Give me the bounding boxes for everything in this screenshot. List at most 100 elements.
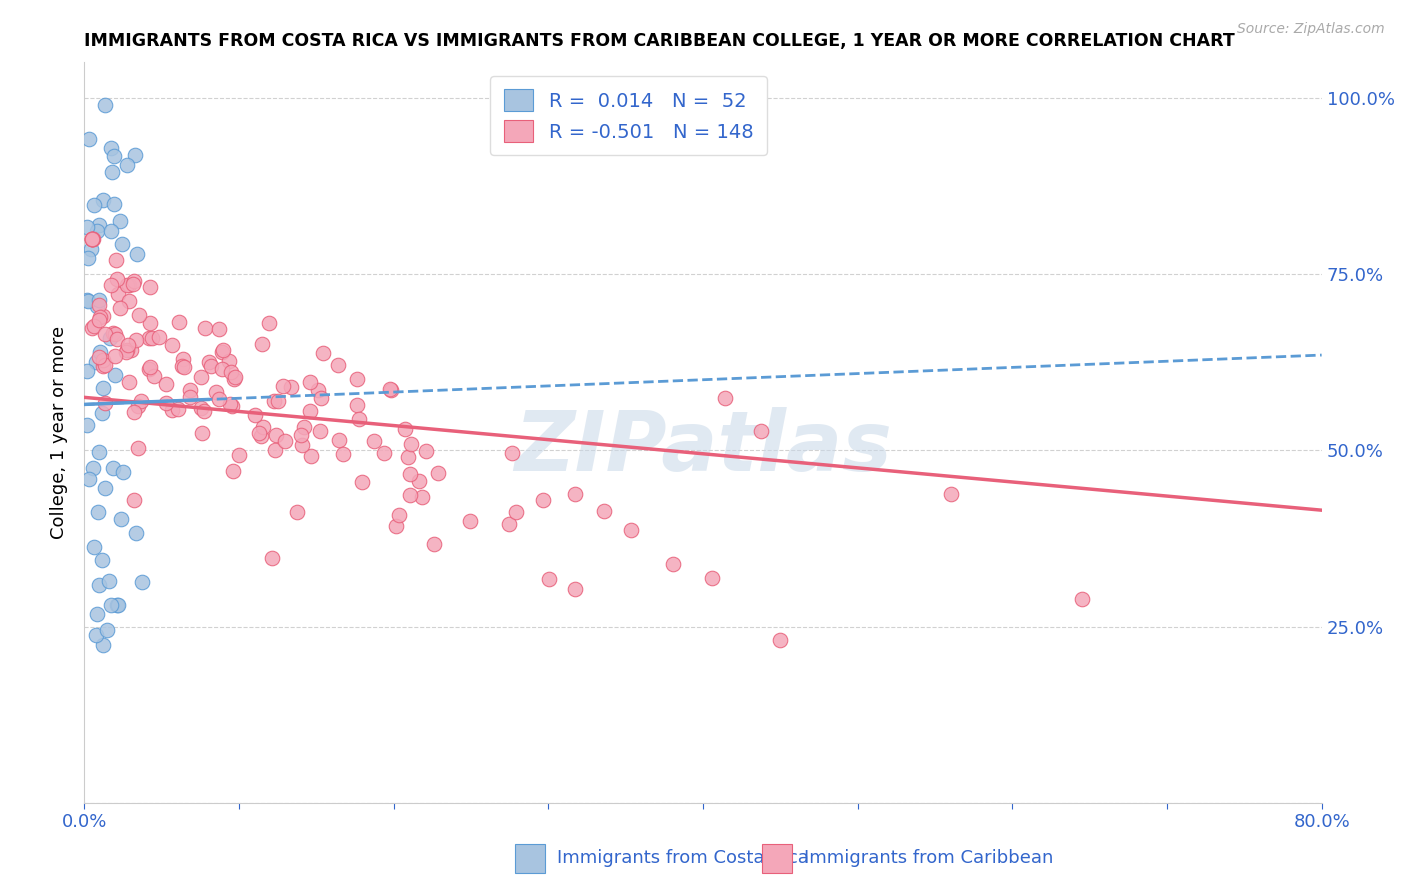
Point bbox=[82, 232, 104, 246]
Point bbox=[141, 331, 163, 345]
Point bbox=[713, 391, 735, 405]
Point bbox=[107, 287, 129, 301]
Point bbox=[98, 331, 121, 345]
Point bbox=[531, 493, 554, 508]
Point bbox=[83, 318, 105, 333]
Point bbox=[125, 334, 148, 348]
Point bbox=[117, 376, 139, 390]
Point bbox=[107, 332, 129, 346]
Point bbox=[127, 441, 149, 455]
Point bbox=[167, 315, 190, 329]
Point bbox=[179, 383, 201, 397]
Point bbox=[115, 343, 138, 357]
Point bbox=[117, 338, 139, 352]
Point bbox=[89, 350, 111, 364]
Point bbox=[179, 390, 201, 404]
Point bbox=[769, 633, 792, 648]
Point bbox=[97, 574, 120, 589]
Point bbox=[308, 425, 330, 439]
Point bbox=[142, 368, 165, 383]
Point bbox=[107, 598, 129, 612]
Point bbox=[100, 277, 122, 292]
Point bbox=[263, 393, 285, 408]
Point bbox=[326, 358, 349, 372]
Point bbox=[243, 409, 266, 423]
Point bbox=[124, 148, 146, 162]
Point bbox=[267, 394, 290, 409]
Point bbox=[86, 607, 108, 621]
Point bbox=[100, 224, 122, 238]
Point bbox=[394, 422, 416, 436]
Point bbox=[399, 467, 422, 481]
Point bbox=[91, 353, 114, 368]
Point bbox=[122, 274, 145, 288]
Point bbox=[1070, 592, 1092, 607]
Point bbox=[498, 516, 520, 531]
Point bbox=[252, 420, 274, 434]
Point bbox=[103, 197, 125, 211]
Point bbox=[250, 337, 273, 351]
Point bbox=[307, 383, 329, 397]
Point bbox=[299, 449, 322, 463]
Point bbox=[100, 598, 122, 612]
Point bbox=[166, 401, 188, 416]
Point bbox=[103, 326, 125, 340]
Point bbox=[208, 322, 231, 336]
Point bbox=[751, 425, 773, 439]
Text: Source: ZipAtlas.com: Source: ZipAtlas.com bbox=[1237, 22, 1385, 37]
Point bbox=[190, 370, 212, 384]
Point bbox=[222, 464, 245, 478]
Point bbox=[131, 575, 153, 590]
Point bbox=[218, 354, 240, 368]
Point bbox=[86, 355, 108, 369]
Point bbox=[363, 434, 385, 449]
FancyBboxPatch shape bbox=[515, 844, 544, 873]
Point bbox=[96, 623, 118, 637]
Point bbox=[105, 272, 128, 286]
Point bbox=[87, 578, 110, 592]
Point bbox=[378, 383, 401, 397]
Point bbox=[94, 98, 117, 112]
Point bbox=[564, 582, 586, 597]
Text: IMMIGRANTS FROM COSTA RICA VS IMMIGRANTS FROM CARIBBEAN COLLEGE, 1 YEAR OR MORE : IMMIGRANTS FROM COSTA RICA VS IMMIGRANTS… bbox=[84, 32, 1234, 50]
Point bbox=[380, 384, 402, 398]
Point bbox=[250, 429, 273, 443]
Point bbox=[292, 420, 315, 434]
Point bbox=[76, 293, 98, 307]
Point bbox=[77, 132, 100, 146]
Point bbox=[117, 278, 139, 293]
Point bbox=[373, 445, 395, 459]
Point bbox=[285, 505, 308, 519]
Point bbox=[190, 401, 212, 415]
Point bbox=[427, 467, 450, 481]
Point bbox=[274, 434, 297, 448]
Point bbox=[332, 447, 354, 461]
Point bbox=[80, 242, 103, 256]
Point bbox=[148, 329, 170, 343]
Point bbox=[120, 343, 142, 358]
Point bbox=[94, 396, 117, 410]
Point bbox=[173, 360, 195, 375]
Point bbox=[280, 379, 302, 393]
Point bbox=[86, 299, 108, 313]
Point bbox=[399, 437, 422, 451]
Point bbox=[538, 572, 561, 586]
Point bbox=[105, 598, 128, 612]
Point bbox=[91, 406, 114, 420]
Point bbox=[77, 472, 100, 486]
Point bbox=[125, 526, 148, 541]
Point bbox=[104, 253, 127, 268]
Point bbox=[122, 277, 145, 292]
Point bbox=[115, 278, 138, 293]
Text: Immigrants from Caribbean: Immigrants from Caribbean bbox=[804, 849, 1054, 867]
Point bbox=[155, 376, 177, 391]
Point bbox=[82, 232, 104, 246]
Point bbox=[266, 427, 288, 442]
Point bbox=[221, 399, 243, 413]
Point bbox=[86, 224, 108, 238]
Point bbox=[346, 372, 368, 386]
Text: ZIPatlas: ZIPatlas bbox=[515, 407, 891, 488]
Point bbox=[125, 247, 148, 261]
Point bbox=[408, 475, 430, 489]
Point bbox=[309, 391, 332, 405]
